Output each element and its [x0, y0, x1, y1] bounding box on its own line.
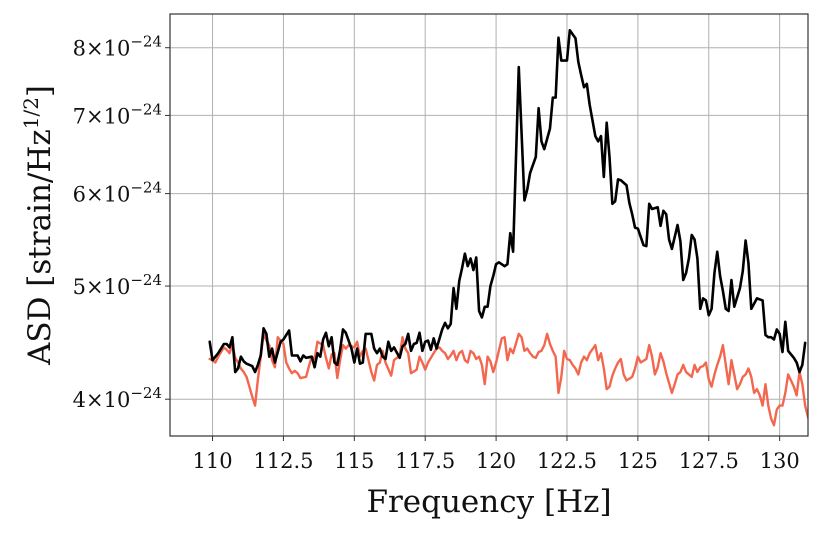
plot-frame [169, 13, 809, 437]
x-tick-label: 112.5 [253, 449, 313, 473]
grid [170, 14, 808, 436]
series-line-black [208, 28, 807, 374]
y-axis-label: ASD [strain/Hz1/2] [19, 85, 58, 366]
y-tick-label: 4×10−24 [73, 384, 162, 412]
x-tick-labels: 110 112.5 115 117.5 120 122.5 125 127.5 130 [192, 436, 800, 473]
y-tick-label: 6×10−24 [73, 179, 162, 207]
y-axis-label-close: ] [22, 85, 58, 97]
series-layer [208, 28, 808, 427]
x-tick-label: 110 [192, 449, 232, 473]
x-axis-label: Frequency [Hz] [366, 484, 611, 520]
y-tick-label: 8×10−24 [73, 33, 162, 61]
y-tick-labels: 4×10−24 5×10−24 6×10−24 7×10−24 8×10−24 [73, 33, 170, 412]
x-tick-label: 122.5 [537, 449, 597, 473]
x-tick-label: 120 [476, 449, 516, 473]
y-tick-label: 5×10−24 [73, 271, 162, 299]
x-tick-label: 117.5 [395, 449, 455, 473]
y-tick-label: 7×10−24 [73, 100, 162, 128]
x-tick-label: 115 [334, 449, 374, 473]
x-tick-label: 130 [760, 449, 800, 473]
x-tick-label: 125 [618, 449, 658, 473]
y-axis-label-main: ASD [strain/Hz [22, 129, 58, 366]
x-tick-label: 127.5 [679, 449, 739, 473]
y-axis-label-exponent: 1/2 [19, 97, 43, 129]
series-line-red [208, 332, 808, 427]
